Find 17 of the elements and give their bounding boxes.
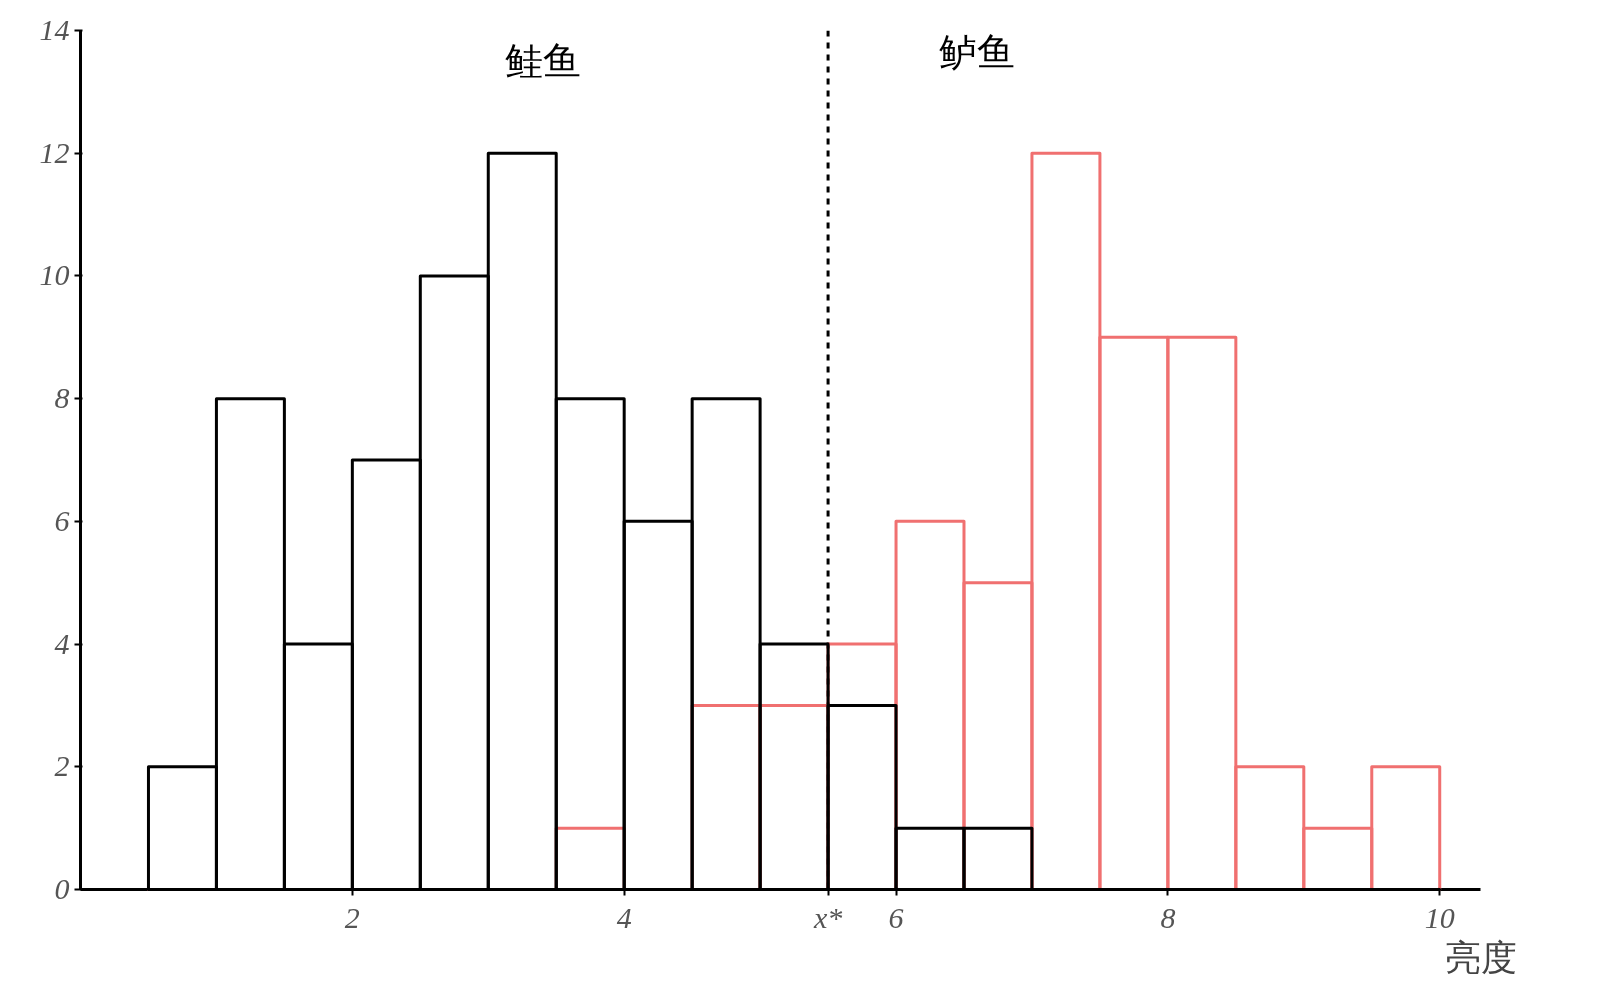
x-tick-label: 6 xyxy=(888,900,904,934)
y-tick-label: 10 xyxy=(39,258,70,292)
y-tick-label: 0 xyxy=(54,872,70,905)
y-tick-label: 4 xyxy=(54,626,70,660)
ref-line-label: x* xyxy=(812,900,843,934)
y-tick-label: 2 xyxy=(54,749,70,783)
x-tick-label: 8 xyxy=(1160,900,1176,934)
y-tick-label: 6 xyxy=(54,503,70,537)
y-tick-label: 12 xyxy=(39,135,70,169)
annotation: 鲑鱼 xyxy=(504,38,581,83)
y-tick-label: 14 xyxy=(39,13,70,46)
x-tick-label: 4 xyxy=(616,900,632,934)
x-axis-title: 亮度 xyxy=(1444,936,1517,978)
annotation: 鲈鱼 xyxy=(938,29,1015,74)
x-tick-label: 2 xyxy=(344,900,360,934)
y-tick-label: 8 xyxy=(54,381,70,415)
x-tick-label: 10 xyxy=(1424,900,1455,934)
